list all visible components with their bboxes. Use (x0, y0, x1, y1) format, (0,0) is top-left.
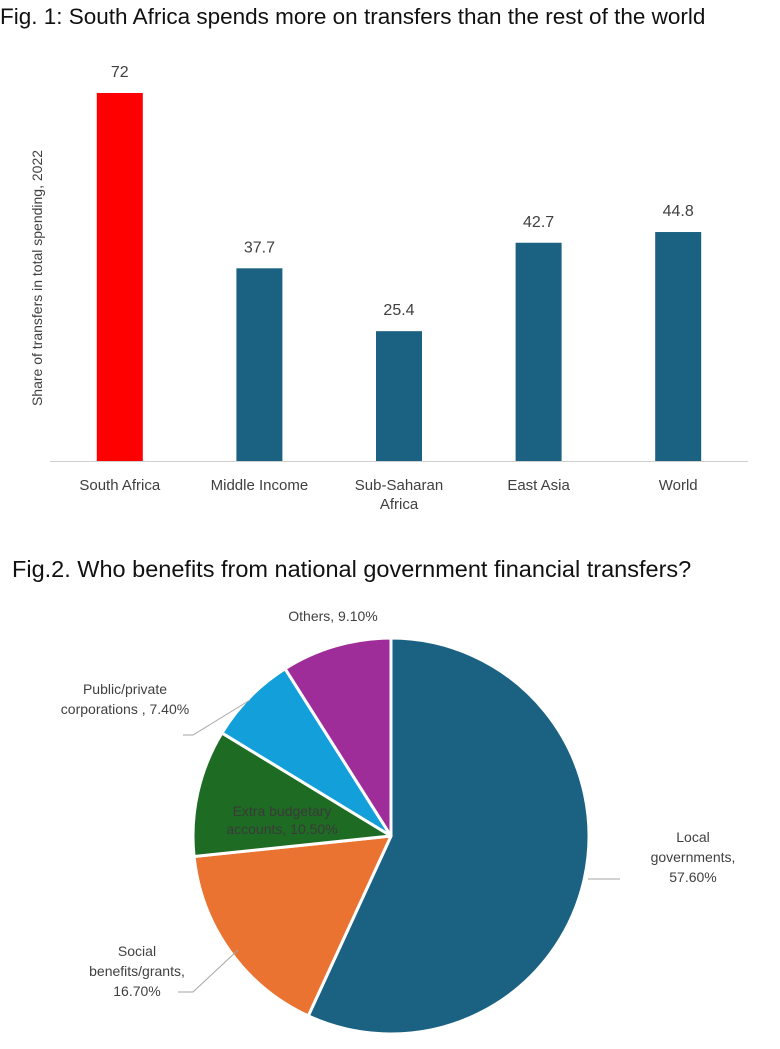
pie-label-others: Others, 9.10% (288, 608, 378, 624)
x-tick-label-world: World (659, 477, 698, 494)
slice-social-benefits-grants (192, 834, 393, 1018)
x-tick-label-sub-saharan-africa-line-1: Sub-Saharan (355, 477, 443, 494)
pie-label-extra-budgetary-accounts-line-2: accounts, 10.50% (226, 821, 337, 837)
value-label-east-asia: 42.7 (523, 214, 554, 231)
value-label-south-africa: 72 (111, 64, 129, 81)
pie-label-social-benefits-grants-line-1: Social (118, 943, 156, 959)
x-tick-label-middle-income: Middle Income (211, 477, 309, 494)
bar-middle-income (236, 268, 283, 461)
slice-public-private-corporations (220, 667, 393, 838)
x-tick-label-south-africa: South Africa (79, 477, 161, 494)
value-label-sub-saharan-africa: 25.4 (383, 302, 414, 319)
slice-extra-budgetary-accounts (191, 731, 393, 859)
pie-label-local-governments-line-1: Local (676, 829, 709, 845)
y-axis-label: Share of transfers in total spending, 20… (29, 150, 45, 406)
pie-chart-title: Fig.2. Who benefits from national govern… (12, 556, 692, 582)
value-label-world: 44.8 (663, 203, 694, 220)
bar-world (655, 232, 702, 461)
leader-line-public-private-corporations (183, 699, 251, 736)
leader-line-social-benefits-grants (178, 949, 239, 993)
slice-local-governments (306, 636, 591, 1036)
pie-label-social-benefits-grants-line-2: benefits/grants, (89, 963, 185, 979)
pie-label-local-governments-line-2: governments, (651, 849, 736, 865)
x-tick-label-sub-saharan-africa-line-2: Africa (380, 496, 419, 513)
pie-label-social-benefits-grants-line-3: 16.70% (113, 983, 160, 999)
bar-south-africa (96, 93, 143, 461)
slice-others (283, 636, 393, 838)
pie-label-public-private-corporations-line-1: Public/private (83, 681, 167, 697)
value-label-middle-income: 37.7 (244, 239, 275, 256)
bar-east-asia (515, 242, 562, 461)
bar-chart: Share of transfers in total spending, 20… (29, 64, 748, 513)
pie-label-public-private-corporations-line-2: corporations , 7.40% (61, 701, 189, 717)
pie-label-local-governments-line-3: 57.60% (669, 869, 716, 885)
pie-label-extra-budgetary-accounts-line-1: Extra budgetary (233, 803, 332, 819)
bar-sub-saharan-africa (376, 331, 422, 461)
bar-chart-title: Fig. 1: South Africa spends more on tran… (0, 4, 706, 29)
x-tick-label-east-asia: East Asia (507, 477, 570, 494)
